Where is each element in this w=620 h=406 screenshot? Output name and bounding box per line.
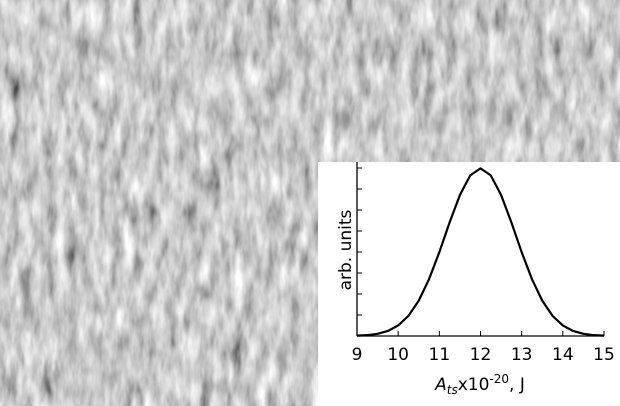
x-title-mantissa: x10 [458, 375, 490, 395]
x-tick-label: 13 [511, 345, 533, 365]
x-title-unit: , J [509, 375, 525, 395]
data-line [356, 167, 605, 337]
inset-background [318, 162, 620, 406]
x-title-subscript: ts [447, 383, 458, 397]
x-tick-label: 15 [593, 345, 615, 365]
y-axis-minor-ticks [357, 167, 362, 316]
x-axis-title: Atsx10-20, J [434, 372, 525, 397]
x-tick-label: 14 [552, 345, 574, 365]
x-tick-label: 10 [387, 345, 409, 365]
x-tick-label: 11 [429, 345, 451, 365]
x-title-exponent: -20 [489, 372, 509, 386]
x-tick-label: 12 [470, 345, 492, 365]
x-title-symbol: A [434, 375, 447, 395]
x-tick-label: 9 [352, 345, 363, 365]
y-axis-title: arb. units [336, 209, 356, 290]
